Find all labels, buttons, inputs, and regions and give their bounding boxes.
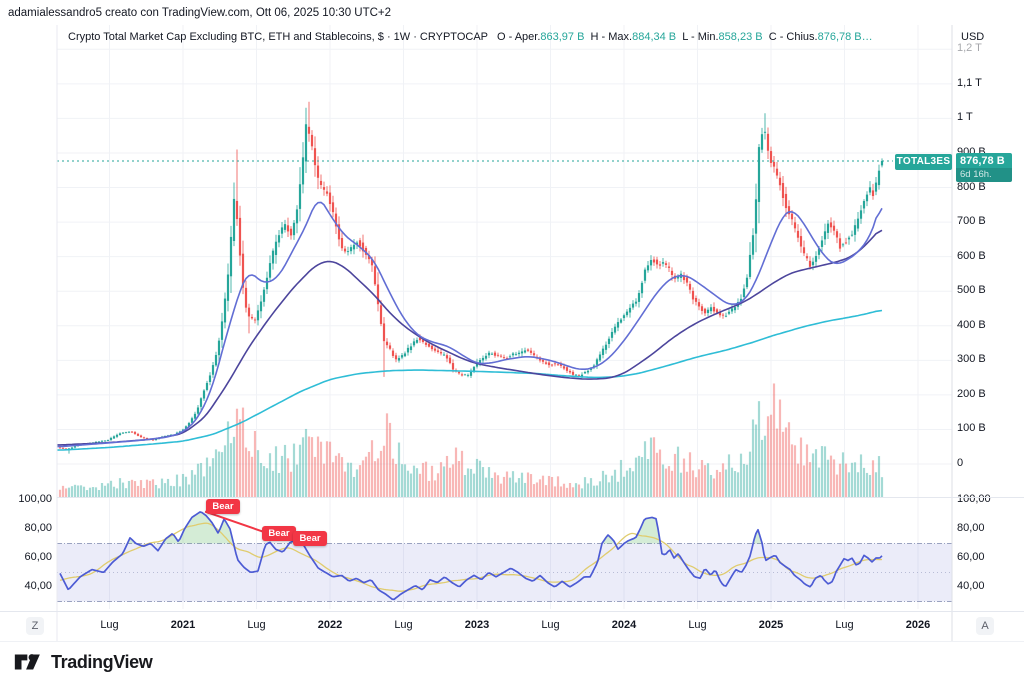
rsi-pane[interactable] [57, 510, 952, 602]
tradingview-logo[interactable]: TradingView [14, 648, 153, 676]
price-pane[interactable] [57, 101, 893, 497]
ohlc-values: O - Aper.863,97 B H - Max.884,34 B L - M… [491, 31, 873, 43]
time-axis-label: Lug [247, 619, 266, 631]
pane-borders [56, 25, 953, 641]
ohlc-label: C - Chius. [762, 31, 818, 43]
price-axis-label: 300 B [957, 353, 986, 366]
tradingview-logo-icon [14, 654, 40, 670]
price-axis-label: 500 B [957, 284, 986, 297]
ohlc-label: H - Max. [584, 31, 633, 43]
symbol-price-badge: TOTAL3ES [895, 154, 952, 170]
rsi-axis-label-left: 80,00 [24, 522, 52, 534]
ohlc-label: O - Aper. [490, 31, 541, 43]
last-price-label: 876,78 B 6d 16h. [956, 153, 1012, 182]
currency-toggle[interactable]: USD [961, 31, 985, 43]
bear-label: Bear [261, 526, 296, 542]
rsi-axis-label-right: 100,00 [957, 493, 991, 505]
time-axis-label: Lug [541, 619, 560, 631]
time-axis-label: 2021 [170, 619, 196, 631]
time-axis-label: Lug [100, 619, 119, 631]
time-axis-label: 2026 [905, 619, 931, 631]
price-axis-label: 400 B [957, 318, 986, 331]
price-axis-label: 1,1 T [957, 76, 982, 89]
ohlc-value: 858,23 B [718, 31, 763, 43]
time-axis-label: 2023 [464, 619, 490, 631]
time-axis-label: 2024 [611, 619, 637, 631]
bear-label: Bear [293, 531, 327, 547]
rsi-axis-label-left: 60,00 [24, 551, 52, 563]
rsi-axis-label-right: 80,00 [957, 522, 985, 534]
time-axis-label: Lug [835, 619, 854, 631]
price-axis-label: 1 T [957, 111, 973, 124]
price-axis-label: 800 B [957, 180, 986, 193]
rsi-axis-label-left: 100,00 [18, 493, 52, 505]
ohlc-value: 863,97 B [540, 31, 585, 43]
time-axis-label: Lug [688, 619, 707, 631]
chart-bottom-border [0, 641, 1024, 642]
last-price-value: 876,78 B [960, 155, 1005, 167]
ohlc-value: 876,78 B… [817, 31, 873, 43]
price-axis-label: 0 [957, 457, 964, 469]
symbol-legend[interactable]: Crypto Total Market Cap Excluding BTC, E… [68, 31, 873, 43]
tradingview-logo-text: TradingView [51, 651, 153, 672]
bear-label: Bear [205, 499, 240, 515]
rsi-axis-label-right: 60,00 [957, 551, 985, 563]
chart-canvas[interactable] [0, 0, 1024, 646]
price-axis-label: 700 B [957, 215, 986, 228]
pane-separator[interactable] [57, 497, 1024, 498]
rsi-axis-label-right: 40,00 [957, 580, 985, 592]
time-axis-label: Lug [394, 619, 413, 631]
price-axis-label: 200 B [957, 387, 986, 400]
time-axis-label: 2022 [317, 619, 343, 631]
timezone-button[interactable]: Z [26, 617, 44, 635]
bar-countdown: 6d 16h. [956, 168, 1012, 182]
time-axis-label: 2025 [758, 619, 784, 631]
price-axis-label: 100 B [957, 422, 986, 435]
ohlc-label: L - Min. [676, 31, 719, 43]
rsi-axis-label-left: 40,00 [24, 580, 52, 592]
symbol-title[interactable]: Crypto Total Market Cap Excluding BTC, E… [68, 31, 488, 43]
auto-scale-button[interactable]: A [976, 617, 994, 635]
price-axis-label: 600 B [957, 249, 986, 262]
ohlc-value: 884,34 B [632, 31, 677, 43]
time-axis-separator [0, 611, 1024, 612]
attribution-text: adamialessandro5 creato con TradingView.… [8, 7, 392, 19]
price-axis-label: 1,2 T [957, 42, 982, 55]
